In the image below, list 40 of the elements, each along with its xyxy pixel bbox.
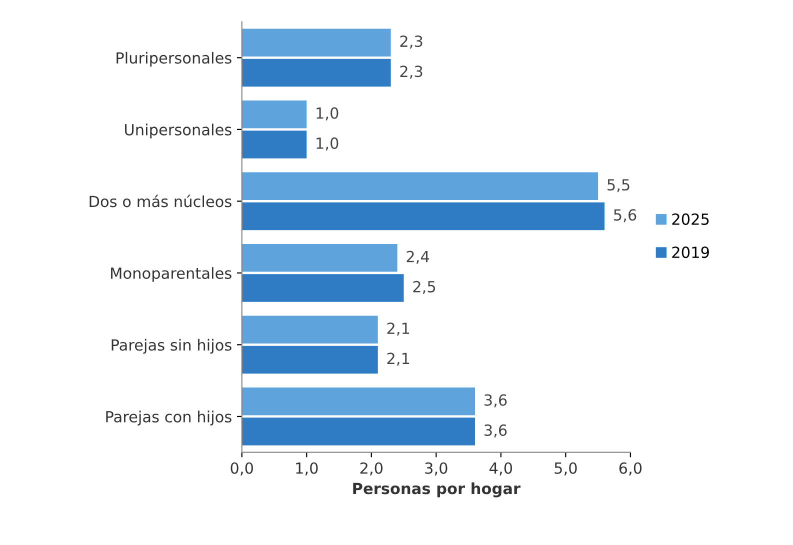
x-tick-label: 5,0 — [554, 462, 577, 476]
data-label: 2,3 — [400, 35, 422, 49]
bar — [242, 202, 605, 230]
bar — [242, 346, 378, 374]
data-label: 1,0 — [316, 137, 338, 150]
x-tick-label: 4,0 — [490, 462, 512, 476]
bar — [242, 28, 391, 56]
data-label: 5,5 — [608, 179, 630, 192]
bar — [242, 244, 398, 272]
bar — [242, 418, 476, 446]
data-label: 2,5 — [413, 280, 436, 294]
bar — [242, 130, 307, 158]
x-tick-label: 1,0 — [296, 462, 318, 476]
y-tick-label: Parejas con hijos — [106, 410, 232, 426]
data-label: 2,1 — [387, 352, 410, 366]
x-axis-title: Personas por hogar — [353, 482, 520, 498]
bar — [242, 100, 307, 128]
bar — [242, 58, 391, 87]
data-label: 2,4 — [406, 250, 430, 264]
x-tick-label: 2,0 — [360, 462, 383, 476]
y-tick-label: Dos o más núcleos — [90, 194, 232, 208]
data-label: 2,3 — [400, 66, 422, 79]
x-tick-label: 3,0 — [425, 462, 448, 476]
x-tick-label: 0,0 — [230, 462, 253, 476]
bar — [242, 316, 378, 344]
y-tick-label: Unipersonales — [125, 124, 232, 138]
x-tick-label: 6,0 — [619, 462, 642, 476]
data-label: 5,6 — [614, 209, 636, 222]
y-tick-label: Monoparentales — [111, 267, 232, 282]
data-label: 2,1 — [387, 322, 410, 336]
data-label: 3,6 — [484, 424, 507, 438]
y-tick-label: Parejas sin hijos — [112, 338, 232, 354]
data-label: 3,6 — [484, 394, 507, 408]
legend-label: 2025 — [672, 213, 709, 225]
bar — [242, 172, 598, 200]
y-tick-label: Pluripersonales — [116, 52, 232, 67]
bar — [242, 388, 476, 416]
legend-label: 2019 — [672, 246, 709, 258]
bar — [242, 274, 404, 302]
data-label: 1,0 — [316, 107, 338, 120]
